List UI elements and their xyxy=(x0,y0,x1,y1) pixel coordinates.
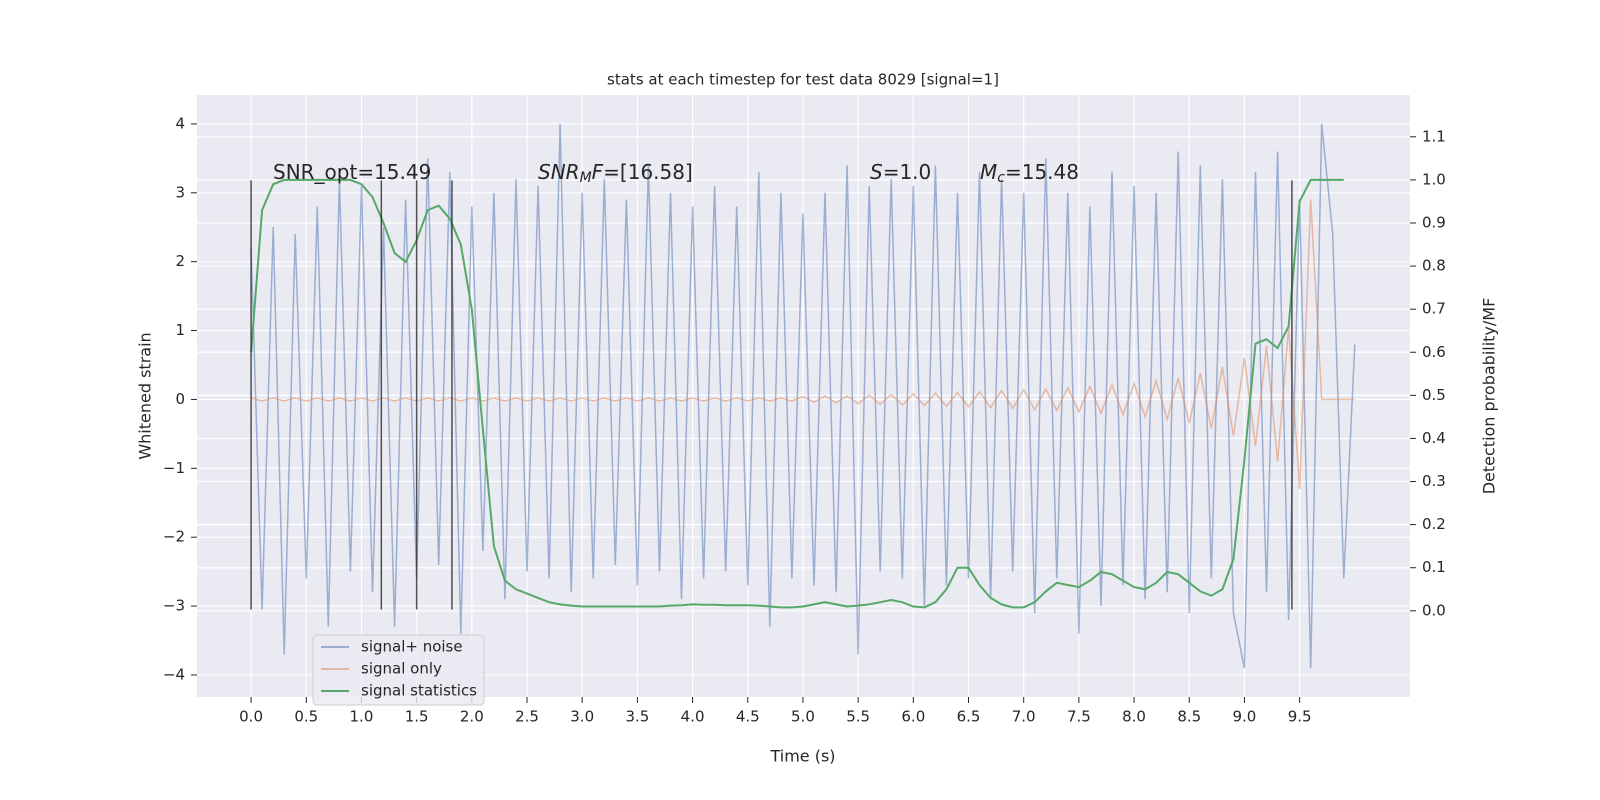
x-tick-label: 3.5 xyxy=(625,708,649,726)
y2-tick-label: 1.1 xyxy=(1422,127,1446,145)
x-tick-label: 5.0 xyxy=(791,708,815,726)
legend-label: signal only xyxy=(361,660,442,678)
series-line xyxy=(250,199,1355,490)
series-line xyxy=(250,123,1356,669)
annotation-part: SNR_opt=15.49 xyxy=(273,160,431,184)
x-axis-label: Time (s) xyxy=(769,747,835,766)
x-tick-label: 5.5 xyxy=(846,708,870,726)
annotation-part: F xyxy=(592,160,604,184)
x-tick-label: 0.0 xyxy=(239,708,263,726)
y2-axis-label: Detection probability/MF xyxy=(1480,298,1499,495)
x-tick-label: 7.0 xyxy=(1012,708,1036,726)
chart-title: stats at each timestep for test data 802… xyxy=(607,71,999,89)
annotation-part: c xyxy=(997,170,1005,186)
y-tick-label: 2 xyxy=(175,252,185,270)
x-tick-label: 1.0 xyxy=(350,708,374,726)
annotation-part: =[16.58] xyxy=(603,160,693,184)
x-tick-label: 4.0 xyxy=(681,708,705,726)
annotation: Mc=15.48 xyxy=(980,160,1079,187)
x-tick-label: 2.0 xyxy=(460,708,484,726)
x-tick-label: 3.0 xyxy=(570,708,594,726)
y2-tick-label: 0.7 xyxy=(1422,300,1446,318)
annotation-part: M xyxy=(580,170,592,186)
x-tick-label: 4.5 xyxy=(736,708,760,726)
y2-tick-label: 0.9 xyxy=(1422,213,1446,231)
x-tick-label: 1.5 xyxy=(405,708,429,726)
x-tick-label: 8.0 xyxy=(1122,708,1146,726)
y-tick-label: 0 xyxy=(175,390,185,408)
annotation-part: M xyxy=(980,160,997,184)
annotation-part: =1.0 xyxy=(883,160,932,184)
annotation-part: S xyxy=(870,160,883,184)
y2-tick-label: 0.3 xyxy=(1422,472,1446,490)
annotation: SNR_opt=15.49 xyxy=(273,160,431,184)
x-tick-label: 2.5 xyxy=(515,708,539,726)
annotation-part: SNR xyxy=(538,160,580,184)
x-tick-label: 8.5 xyxy=(1177,708,1201,726)
annotation: S=1.0 xyxy=(870,160,931,184)
y-tick-label: −4 xyxy=(163,665,185,683)
legend-box xyxy=(312,634,485,706)
y2-tick-label: 0.5 xyxy=(1422,386,1446,404)
y-tick-label: 1 xyxy=(175,321,185,339)
y2-tick-label: 0.0 xyxy=(1422,601,1446,619)
legend-label: signal+ noise xyxy=(361,638,463,656)
x-tick-label: 6.5 xyxy=(957,708,981,726)
x-tick-label: 0.5 xyxy=(294,708,318,726)
y2-tick-label: 0.1 xyxy=(1422,558,1446,576)
y2-tick-label: 1.0 xyxy=(1422,170,1446,188)
series-line xyxy=(250,178,1344,609)
x-tick-label: 9.5 xyxy=(1288,708,1312,726)
y2-tick-label: 0.2 xyxy=(1422,515,1446,533)
y-tick-label: −2 xyxy=(163,528,185,546)
y-tick-label: −3 xyxy=(163,597,185,615)
legend-label: signal statistics xyxy=(361,682,477,700)
annotation-part: =15.48 xyxy=(1005,160,1079,184)
y2-tick-label: 0.4 xyxy=(1422,429,1446,447)
x-tick-label: 6.0 xyxy=(901,708,925,726)
x-tick-label: 9.0 xyxy=(1233,708,1257,726)
y-axis-label: Whitened strain xyxy=(136,332,155,459)
y2-tick-label: 0.8 xyxy=(1422,257,1446,275)
x-tick-label: 7.5 xyxy=(1067,708,1091,726)
y-tick-label: 3 xyxy=(175,183,185,201)
annotation: SNRMF=[16.58] xyxy=(538,160,693,187)
y-tick-label: −1 xyxy=(163,459,185,477)
y-tick-label: 4 xyxy=(175,114,185,132)
y2-tick-label: 0.6 xyxy=(1422,343,1446,361)
